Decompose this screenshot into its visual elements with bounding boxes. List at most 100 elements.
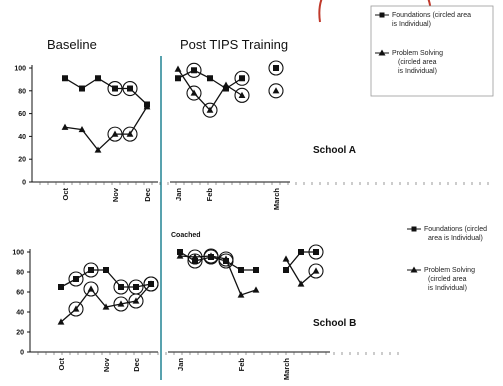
- x-tick-label: Nov: [111, 187, 120, 202]
- data-point-triangle: [117, 300, 125, 307]
- chart-panel-school-a: 0 20 40 60 80 100 Oct Nov Dec Jan Feb March School …: [14, 60, 489, 239]
- data-point-triangle: [72, 305, 80, 312]
- x-tick-label: March: [282, 358, 291, 381]
- axes-school-b: [29, 249, 330, 353]
- legend-problem-solving-a: Problem Solving (circled area is Individua…: [392, 50, 443, 75]
- y-tick-label: 0: [22, 180, 26, 187]
- x-tick-label: Feb: [237, 358, 246, 372]
- x-tick-label: Jan: [174, 188, 183, 201]
- data-point-square: [62, 75, 68, 82]
- data-point-triangle: [111, 130, 119, 137]
- individual-circle: [234, 70, 250, 86]
- data-point-triangle: [252, 286, 260, 293]
- data-point-triangle: [102, 303, 110, 310]
- data-point-triangle: [78, 125, 86, 133]
- legend-triangle-icon-a: [378, 49, 386, 56]
- x-tick-label: Oct: [57, 358, 66, 371]
- individual-circle: [203, 248, 219, 264]
- x-tick-label: Feb: [205, 188, 214, 202]
- x-tick-label: Dec: [143, 188, 152, 202]
- school-b-title: School B: [313, 318, 356, 329]
- individual-circle: [186, 62, 202, 78]
- data-point-triangle: [191, 253, 199, 260]
- data-point-triangle: [222, 81, 230, 88]
- y-tick-label: 60: [18, 111, 26, 118]
- individual-circle: [83, 262, 99, 278]
- individual-circle: [143, 276, 159, 292]
- individual-circle: [122, 80, 138, 97]
- individual-circle: [268, 60, 284, 76]
- data-point-square: [223, 85, 229, 92]
- data-point-square: [177, 249, 183, 255]
- data-point-triangle: [272, 87, 280, 94]
- data-point-square: [175, 75, 181, 82]
- individual-circle: [268, 83, 284, 99]
- individual-circle: [186, 85, 202, 101]
- x-tick-label: Oct: [61, 188, 70, 201]
- individual-circle: [308, 244, 324, 260]
- x-tick-label: Dec: [132, 358, 141, 372]
- data-point-square: [133, 284, 139, 290]
- coached-label: Coached: [171, 232, 201, 239]
- y-tick-label: 60: [16, 290, 24, 297]
- data-point-square: [273, 65, 279, 71]
- y-tick-label: 20: [18, 157, 26, 164]
- data-point-square: [118, 284, 124, 290]
- individual-circle: [107, 126, 123, 142]
- y-tick-label: 0: [20, 350, 24, 357]
- data-point-square: [238, 267, 244, 273]
- data-point-triangle: [207, 252, 215, 259]
- chart-panel-school-b: 0 20 40 60 80 100 Oct Nov Dec Jan Feb March School …: [12, 244, 399, 381]
- individual-circle: [113, 279, 129, 295]
- data-point-square: [95, 75, 101, 82]
- data-point-square: [283, 267, 289, 273]
- data-point-square: [73, 276, 79, 282]
- data-point-square: [79, 85, 85, 92]
- individual-circle: [202, 102, 218, 118]
- legend-square-icon-b: [411, 226, 417, 232]
- data-point-square: [191, 67, 197, 74]
- individual-circle: [107, 80, 123, 97]
- ticks-school-b: 0 20 40 60 80 100 Oct Nov Dec Jan Feb March: [12, 250, 399, 381]
- legend-box-a: [370, 5, 494, 97]
- individual-circle: [122, 126, 138, 142]
- data-point-triangle: [57, 318, 65, 325]
- data-point-square: [127, 85, 133, 92]
- legend-school-b: Foundations (circled area is Individual) …: [407, 226, 487, 292]
- x-tick-label: Jan: [176, 358, 185, 371]
- data-point-square: [313, 249, 319, 255]
- legend-triangle-icon-b: [410, 266, 418, 273]
- phase-label-baseline: Baseline: [47, 37, 97, 52]
- legend-foundations-b: Foundations (circled area is Individual): [424, 226, 487, 242]
- individual-circle: [113, 296, 129, 312]
- school-a-title: School A: [313, 145, 356, 156]
- y-tick-label: 40: [16, 310, 24, 317]
- x-tick-label: March: [272, 188, 281, 211]
- data-point-triangle: [176, 252, 184, 259]
- data-point-triangle: [126, 130, 134, 137]
- series-line-problem-solving: [64, 106, 148, 152]
- y-tick-label: 100: [14, 66, 26, 73]
- data-point-triangle: [143, 103, 151, 110]
- data-point-triangle: [206, 106, 214, 113]
- legend-school-a: Foundations (circled area is Individual) …: [370, 5, 494, 97]
- data-point-square: [192, 258, 198, 264]
- series-line-foundations: [64, 77, 148, 105]
- data-point-square: [88, 267, 94, 273]
- data-point-triangle: [238, 91, 246, 98]
- data-point-square: [207, 75, 213, 82]
- data-point-triangle: [61, 123, 69, 130]
- y-tick-label: 20: [16, 330, 24, 337]
- data-point-triangle: [190, 89, 198, 96]
- y-tick-label: 80: [18, 88, 26, 95]
- data-point-square: [103, 267, 109, 273]
- individual-circle: [187, 249, 203, 265]
- individual-circle: [234, 87, 250, 103]
- series-line-problem-solving: [179, 255, 257, 296]
- data-point-triangle: [87, 285, 95, 292]
- marks-school-a: [61, 60, 284, 153]
- data-point-triangle: [94, 146, 102, 153]
- data-point-triangle: [222, 255, 230, 262]
- data-point-square: [239, 75, 245, 82]
- y-tick-label: 80: [16, 270, 24, 277]
